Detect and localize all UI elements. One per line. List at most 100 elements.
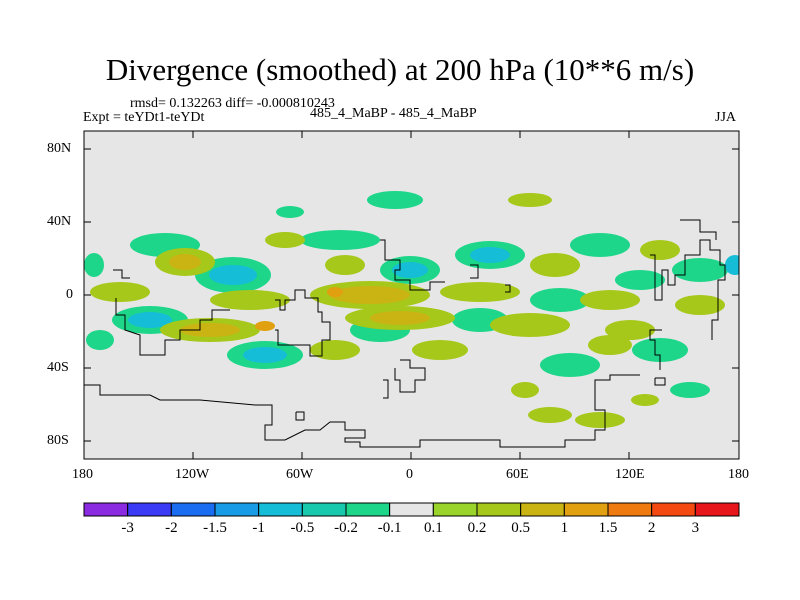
- field-blob: [575, 412, 625, 428]
- colorbar-label: -1: [252, 520, 265, 536]
- colorbar-label: 0.2: [467, 520, 487, 536]
- coastline-segment: [650, 239, 726, 340]
- colorbar-swatch: [83, 502, 129, 517]
- colorbar-label: 3: [691, 520, 700, 536]
- colorbar-label: -3: [121, 520, 134, 536]
- field-blob: [327, 287, 343, 297]
- coastline-segment: [470, 264, 479, 279]
- coastline-segment: [649, 329, 662, 370]
- colorbar: [83, 502, 740, 517]
- colorbar-label: 1: [560, 520, 569, 536]
- lon-label-120w: 120W: [175, 467, 210, 482]
- field-blob: [370, 311, 430, 325]
- colorbar-label: -0.1: [377, 520, 402, 536]
- field-blob: [86, 330, 114, 350]
- field-blob: [412, 340, 468, 360]
- colorbar-label: 1.5: [598, 520, 618, 536]
- field-blob: [90, 282, 150, 302]
- field-blob: [209, 265, 257, 285]
- lon-label-60w: 60W: [286, 467, 314, 482]
- colorbar-swatch: [432, 502, 478, 517]
- colorbar-swatch: [214, 502, 260, 517]
- field-blob: [180, 323, 240, 337]
- field-blob: [325, 255, 365, 275]
- coastline-segment: [275, 289, 331, 357]
- colorbar-label: 0.5: [511, 520, 531, 536]
- field-blob: [276, 206, 304, 218]
- field-blob: [300, 230, 380, 250]
- experiment-label: Expt = teYDt1-teYDt: [83, 110, 205, 125]
- coastline-segment: [505, 284, 511, 293]
- stats-line: rmsd= 0.132263 diff= -0.000810243: [130, 96, 335, 111]
- field-blob: [615, 270, 665, 290]
- colorbar-swatch: [563, 502, 609, 517]
- field-blob: [84, 253, 104, 277]
- positive-divergence-regions: [90, 193, 725, 428]
- colorbar-label: -1.5: [203, 520, 227, 536]
- lat-label-40s: 40S: [47, 360, 69, 375]
- field-blob: [330, 286, 410, 304]
- colorbar-label: 0.1: [423, 520, 443, 536]
- field-blob: [675, 295, 725, 315]
- coastline-segment: [84, 374, 640, 448]
- field-blob: [392, 262, 428, 278]
- coastline-segment: [115, 298, 230, 356]
- colorbar-swatch: [651, 502, 696, 517]
- field-blob: [640, 240, 680, 260]
- field-blob: [605, 320, 655, 340]
- field-blob: [265, 232, 305, 248]
- colorbar-swatch: [694, 502, 740, 517]
- field-blob: [588, 335, 632, 355]
- field-blob: [540, 353, 600, 377]
- field-blob: [367, 191, 423, 209]
- lon-label-180e: 180: [728, 467, 749, 482]
- field-blob: [470, 247, 510, 263]
- colorbar-swatch: [127, 502, 172, 517]
- field-blob: [670, 382, 710, 398]
- colorbar-swatch: [345, 502, 391, 517]
- lon-label-0: 0: [406, 467, 413, 482]
- colorbar-swatch: [607, 502, 653, 517]
- axis-ticks: [84, 131, 739, 459]
- lat-label-80s: 80S: [47, 433, 69, 448]
- field-blob: [210, 290, 290, 310]
- plot-title: Divergence (smoothed) at 200 hPa (10**6 …: [105, 52, 695, 87]
- coastline-segment: [654, 377, 666, 386]
- field-blob: [632, 338, 688, 362]
- field-blob: [631, 394, 659, 406]
- lat-label-40n: 40N: [47, 214, 72, 229]
- case-label: 485_4_MaBP - 485_4_MaBP: [310, 106, 477, 121]
- lat-label-80n: 80N: [47, 141, 72, 156]
- field-blob: [530, 253, 580, 277]
- field-blob: [310, 340, 360, 360]
- field-blob: [440, 282, 520, 302]
- colorbar-label: -0.5: [290, 520, 315, 536]
- colorbar-swatch: [476, 502, 522, 517]
- coastlines: [84, 219, 726, 448]
- field-blob: [128, 312, 172, 328]
- colorbar-swatch: [389, 502, 434, 517]
- field-blob: [528, 407, 572, 423]
- colorbar-swatch: [258, 502, 303, 517]
- field-blob: [255, 321, 275, 331]
- field-blob: [580, 290, 640, 310]
- lat-label-eq: 0: [66, 287, 73, 302]
- colorbar-label: -0.2: [334, 520, 358, 536]
- field-blob: [530, 288, 590, 312]
- field-blob: [508, 193, 552, 207]
- coastline-segment: [295, 411, 305, 421]
- lon-label-120e: 120E: [615, 467, 645, 482]
- field-blob: [570, 233, 630, 257]
- lon-label-180w: 180: [72, 467, 93, 482]
- field-blob: [511, 382, 539, 398]
- field-blob: [490, 313, 570, 337]
- coastline-segment: [394, 359, 426, 393]
- field-blob: [243, 347, 287, 363]
- coastline-segment: [383, 379, 389, 399]
- coastline-segment: [380, 239, 445, 291]
- divergence-field: [84, 191, 739, 428]
- season-label: JJA: [715, 110, 737, 125]
- field-blob: [672, 258, 728, 282]
- field-blob: [169, 254, 201, 270]
